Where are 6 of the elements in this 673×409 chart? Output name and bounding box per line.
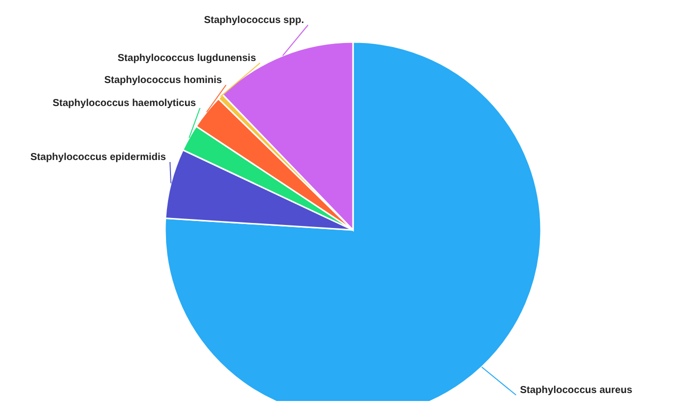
slice-label: Staphylococcus epidermidis — [30, 152, 166, 163]
slice-label: Staphylococcus hominis — [104, 75, 222, 86]
slice-label: Staphylococcus spp. — [204, 15, 304, 26]
slice-label: Staphylococcus haemolyticus — [52, 98, 196, 109]
slice-label: Staphylococcus lugdunensis — [118, 53, 256, 64]
slice-label: Staphylococcus aureus — [520, 385, 633, 396]
